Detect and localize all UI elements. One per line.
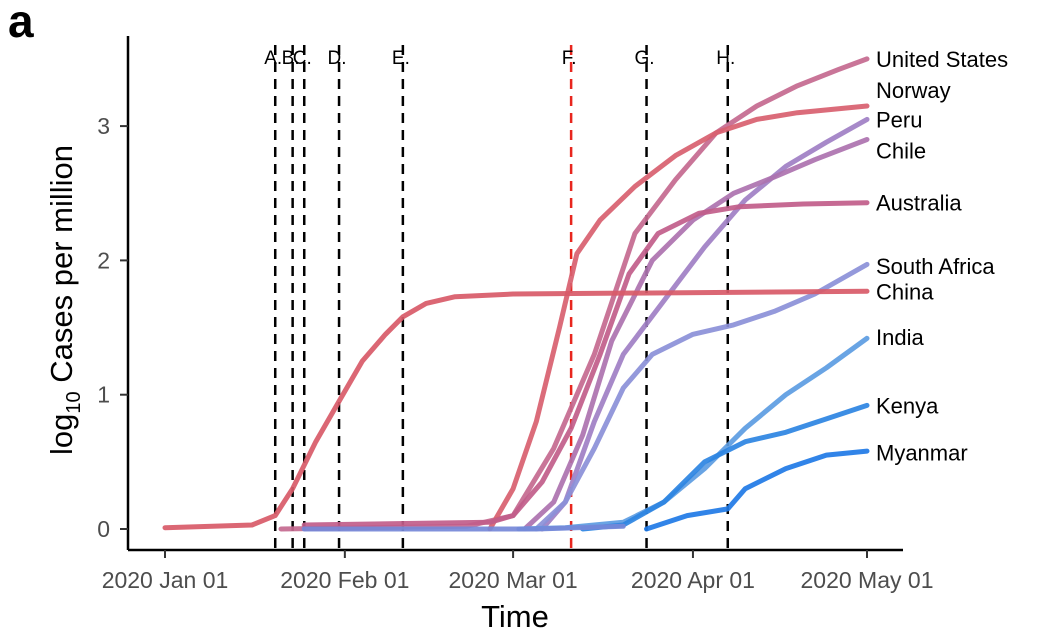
series-line-5 <box>533 261 870 532</box>
series-line-7 <box>516 335 870 532</box>
x-tick-label-3: 2020 Apr 01 <box>631 567 755 593</box>
y-tick-label-1: 1 <box>97 382 110 408</box>
ticks-layer: 2020 Jan 01 2020 Feb 01 2020 Mar 01 2020 Ap… <box>97 113 933 593</box>
series-line-9 <box>644 448 870 532</box>
series-line-10 <box>301 523 626 532</box>
series-line-2 <box>539 116 870 532</box>
event-label-7: H. <box>716 48 735 69</box>
series-line-4 <box>301 200 870 528</box>
x-tick-label-1: 2020 Feb 01 <box>280 567 409 593</box>
event-label-6: G. <box>635 48 655 69</box>
event-label-2: C. <box>293 48 312 69</box>
x-tick-label-0: 2020 Jan 01 <box>102 567 229 593</box>
series-line-8 <box>580 402 870 532</box>
series-label-7: India <box>876 325 924 350</box>
y-tick-label-0: 0 <box>97 516 110 542</box>
event-label-4: E. <box>392 48 410 69</box>
series-label-4: Australia <box>876 191 962 216</box>
x-axis-title: Time <box>481 599 549 634</box>
event-lines-layer: A. B.C. D. E. F. G. H. <box>264 45 735 550</box>
event-label-3: D. <box>328 48 347 69</box>
series-label-6: China <box>876 279 934 304</box>
panel-label: a <box>8 0 34 47</box>
event-label-1: B. <box>282 48 300 69</box>
x-tick-label-2: 2020 Mar 01 <box>449 567 578 593</box>
series-label-1: Norway <box>876 78 951 103</box>
x-tick-label-4: 2020 May 01 <box>801 567 934 593</box>
series-line-6 <box>162 288 870 531</box>
series-layer <box>162 56 870 532</box>
series-label-0: United States <box>876 47 1008 72</box>
y-axis-title: log10 Cases per million <box>44 145 85 455</box>
series-label-8: Kenya <box>876 393 939 418</box>
event-label-5: F. <box>562 48 577 69</box>
series-label-5: South Africa <box>876 254 995 279</box>
y-axis-title-subscript: 10 <box>63 391 85 413</box>
series-label-9: Myanmar <box>876 440 968 465</box>
series-label-3: Chile <box>876 138 926 163</box>
series-labels-layer: United States Norway Peru Chile Australia Sou… <box>876 47 1008 465</box>
y-tick-label-2: 2 <box>97 247 110 273</box>
event-label-0: A. <box>264 48 282 69</box>
series-line-1 <box>487 103 870 532</box>
series-line-3 <box>522 137 870 532</box>
y-axis-title-rest: Cases per million <box>44 145 79 391</box>
axes-layer <box>126 36 903 552</box>
y-tick-label-3: 3 <box>97 113 110 139</box>
y-axis-title-main: log <box>44 414 79 455</box>
series-label-2: Peru <box>876 107 922 132</box>
